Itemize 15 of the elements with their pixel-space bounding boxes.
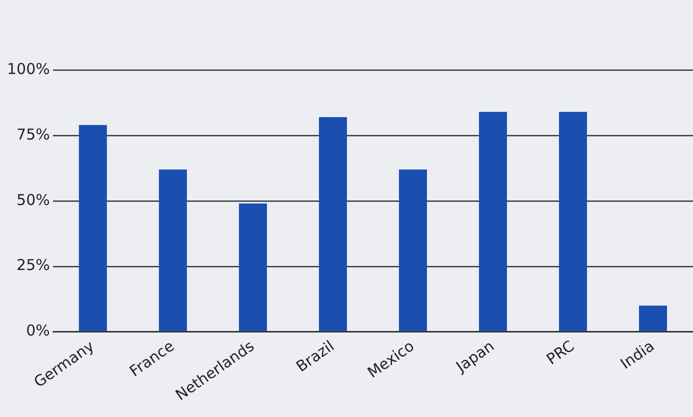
bar: [398, 169, 427, 332]
bar: [478, 112, 507, 332]
y-tick-label: 0%: [26, 322, 50, 340]
bar: [318, 117, 347, 332]
y-tick-label: 75%: [16, 125, 50, 144]
y-tick-label: 25%: [16, 256, 50, 274]
bar: [638, 306, 667, 332]
bar: [158, 169, 187, 332]
x-tick-label: India: [617, 336, 658, 373]
y-tick-label: 100%: [6, 60, 50, 78]
y-tick-label: 50%: [16, 190, 50, 209]
bar: [558, 112, 587, 332]
bar: [78, 124, 107, 332]
x-tick-label: PRC: [543, 336, 578, 368]
bar: [238, 204, 267, 332]
